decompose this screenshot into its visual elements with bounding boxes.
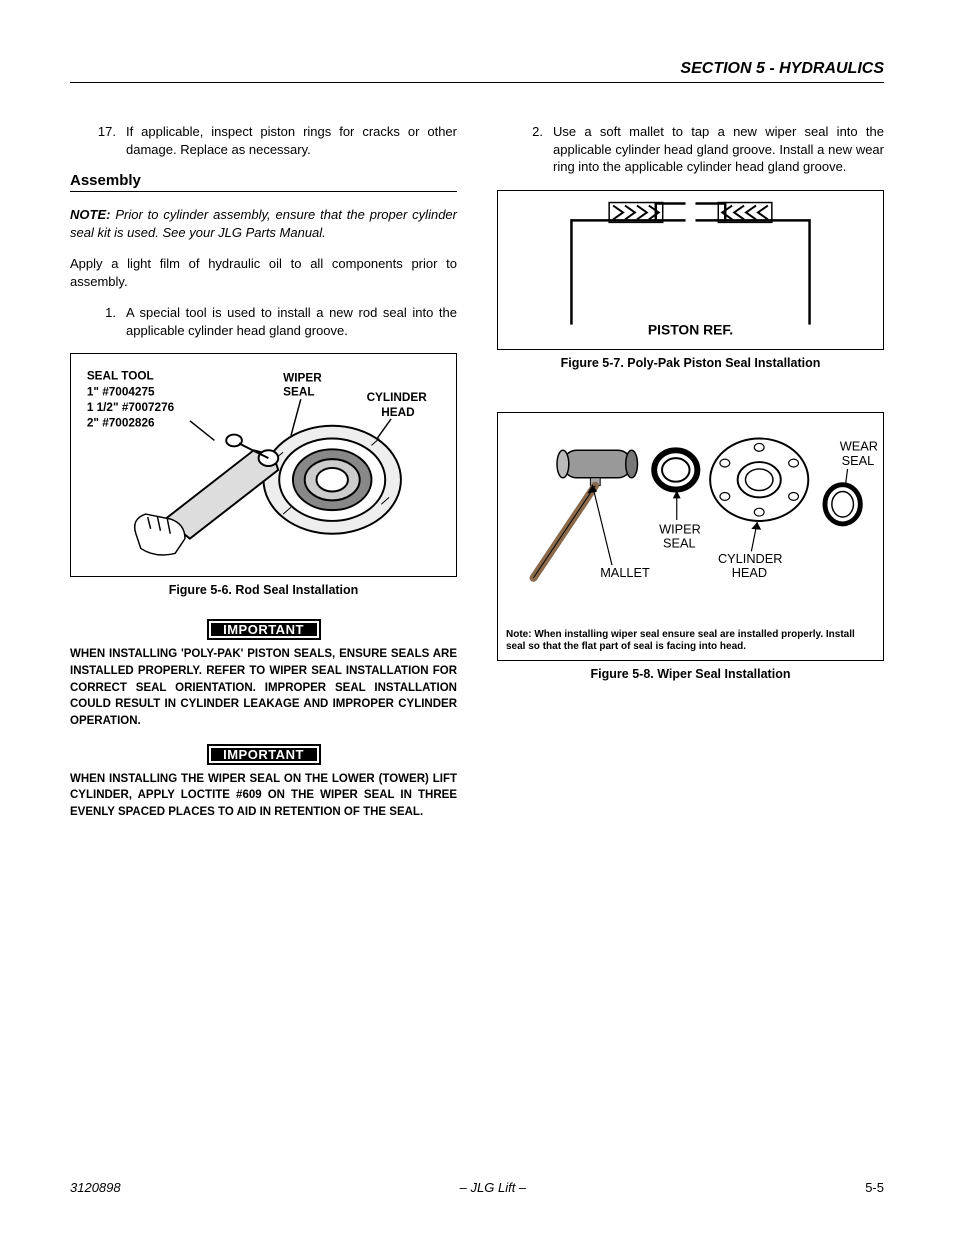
wear-label: WEAR — [840, 438, 877, 453]
assembly-heading: Assembly — [70, 172, 457, 192]
figure-5-8-svg: WEAR SEAL WIPER SEAL CYLINDER HEAD MALLE… — [504, 419, 877, 619]
step-2: 2. Use a soft mallet to tap a new wiper … — [497, 123, 884, 176]
section-header: SECTION 5 - HYDRAULICS — [70, 60, 884, 83]
figure-5-7-box: PISTON REF. — [497, 190, 884, 350]
note-label: NOTE: — [70, 207, 110, 222]
figure-5-7-caption: Figure 5-7. Poly-Pak Piston Seal Install… — [497, 356, 884, 370]
important-text-2: WHEN INSTALLING THE WIPER SEAL ON THE LO… — [70, 771, 457, 821]
wiper-label-2: SEAL — [283, 386, 314, 399]
seal-tool-l3: 2" #7002826 — [87, 417, 155, 430]
seal-tool-l1: 1" #7004275 — [87, 386, 155, 399]
step-number: 1. — [88, 304, 126, 339]
figure-5-8-note: Note: When installing wiper seal ensure … — [498, 625, 883, 660]
step-text: Use a soft mallet to tap a new wiper sea… — [553, 123, 884, 176]
figure-5-6-svg: SEAL TOOL 1" #7004275 1 1/2" #7007276 2"… — [77, 360, 450, 570]
figure-5-6-box: SEAL TOOL 1" #7004275 1 1/2" #7007276 2"… — [70, 353, 457, 577]
page: SECTION 5 - HYDRAULICS 17. If applicable… — [0, 0, 954, 1235]
step-17: 17. If applicable, inspect piston rings … — [70, 123, 457, 158]
step-text: If applicable, inspect piston rings for … — [126, 123, 457, 158]
figure-5-6-caption: Figure 5-6. Rod Seal Installation — [70, 583, 457, 597]
piston-ref-label: PISTON REF. — [648, 321, 733, 337]
wiper2-label: SEAL — [663, 535, 696, 550]
right-column: 2. Use a soft mallet to tap a new wiper … — [497, 123, 884, 835]
note-body: Prior to cylinder assembly, ensure that … — [70, 207, 457, 240]
two-columns: 17. If applicable, inspect piston rings … — [70, 123, 884, 835]
page-footer: 3120898 – JLG Lift – 5-5 — [70, 1180, 884, 1195]
important-badge-1: IMPORTANT — [207, 619, 321, 640]
cylhead-label-1: CYLINDER — [367, 392, 428, 405]
step-1: 1. A special tool is used to install a n… — [70, 304, 457, 339]
seal-tool-title: SEAL TOOL — [87, 370, 154, 383]
step-number: 2. — [515, 123, 553, 176]
footer-right: 5-5 — [865, 1180, 884, 1195]
note-block: NOTE: Prior to cylinder assembly, ensure… — [70, 206, 457, 241]
mallet-label: MALLET — [600, 565, 650, 580]
para-oil: Apply a light film of hydraulic oil to a… — [70, 255, 457, 290]
wiper-label: WIPER — [659, 521, 701, 536]
cyl-label: CYLINDER — [718, 551, 782, 566]
figure-5-7-svg: PISTON REF. — [502, 195, 879, 345]
head-label: HEAD — [732, 565, 767, 580]
figure-5-8-caption: Figure 5-8. Wiper Seal Installation — [497, 667, 884, 681]
wiper-label-1: WIPER — [283, 372, 322, 385]
left-column: 17. If applicable, inspect piston rings … — [70, 123, 457, 835]
seal-label: SEAL — [842, 453, 875, 468]
footer-mid: – JLG Lift – — [460, 1180, 526, 1195]
cylhead-label-2: HEAD — [381, 406, 414, 419]
step-number: 17. — [88, 123, 126, 158]
seal-tool-l2: 1 1/2" #7007276 — [87, 401, 175, 414]
important-badge-2: IMPORTANT — [207, 744, 321, 765]
step-text: A special tool is used to install a new … — [126, 304, 457, 339]
footer-left: 3120898 — [70, 1180, 121, 1195]
important-text-1: WHEN INSTALLING 'POLY-PAK' PISTON SEALS,… — [70, 646, 457, 729]
figure-5-8-box: WEAR SEAL WIPER SEAL CYLINDER HEAD MALLE… — [497, 412, 884, 661]
